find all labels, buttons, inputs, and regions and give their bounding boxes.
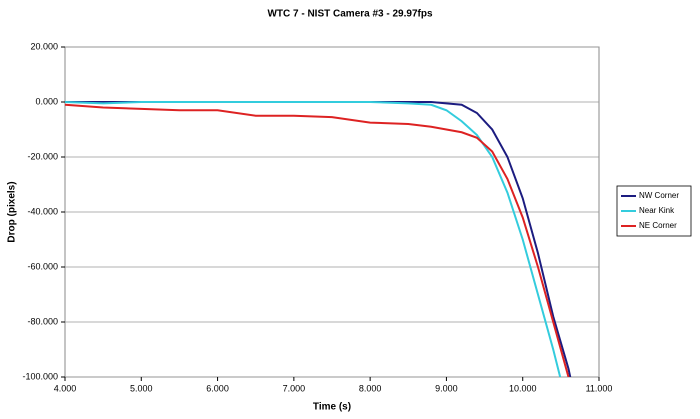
legend-label: Near Kink (639, 206, 675, 215)
data-line (65, 101, 572, 377)
x-tick-label: 8.000 (359, 383, 382, 393)
y-tick-label: -100.000 (22, 371, 58, 381)
legend-label: NW Corner (639, 191, 679, 200)
y-tick-label: -40.000 (27, 206, 58, 216)
y-tick-label: -20.000 (27, 151, 58, 161)
x-axis-label: Time (s) (313, 402, 351, 413)
chart-title: WTC 7 - NIST Camera #3 - 29.97fps (267, 9, 432, 20)
x-tick-label: 4.000 (54, 383, 77, 393)
x-tick-label: 6.000 (206, 383, 229, 393)
y-tick-label: 20.000 (30, 41, 58, 51)
legend-label: NE Corner (639, 221, 677, 230)
x-tick-label: 10.000 (509, 383, 537, 393)
x-tick-label: 5.000 (130, 383, 153, 393)
x-tick-label: 9.000 (435, 383, 458, 393)
y-tick-label: 0.000 (35, 96, 58, 106)
y-tick-label: -80.000 (27, 316, 58, 326)
x-tick-label: 11.000 (586, 383, 613, 393)
y-tick-label: -60.000 (27, 261, 58, 271)
data-line (65, 101, 562, 377)
x-tick-label: 7.000 (283, 383, 306, 393)
y-axis-label: Drop (pixels) (7, 181, 18, 242)
data-line (65, 103, 570, 377)
